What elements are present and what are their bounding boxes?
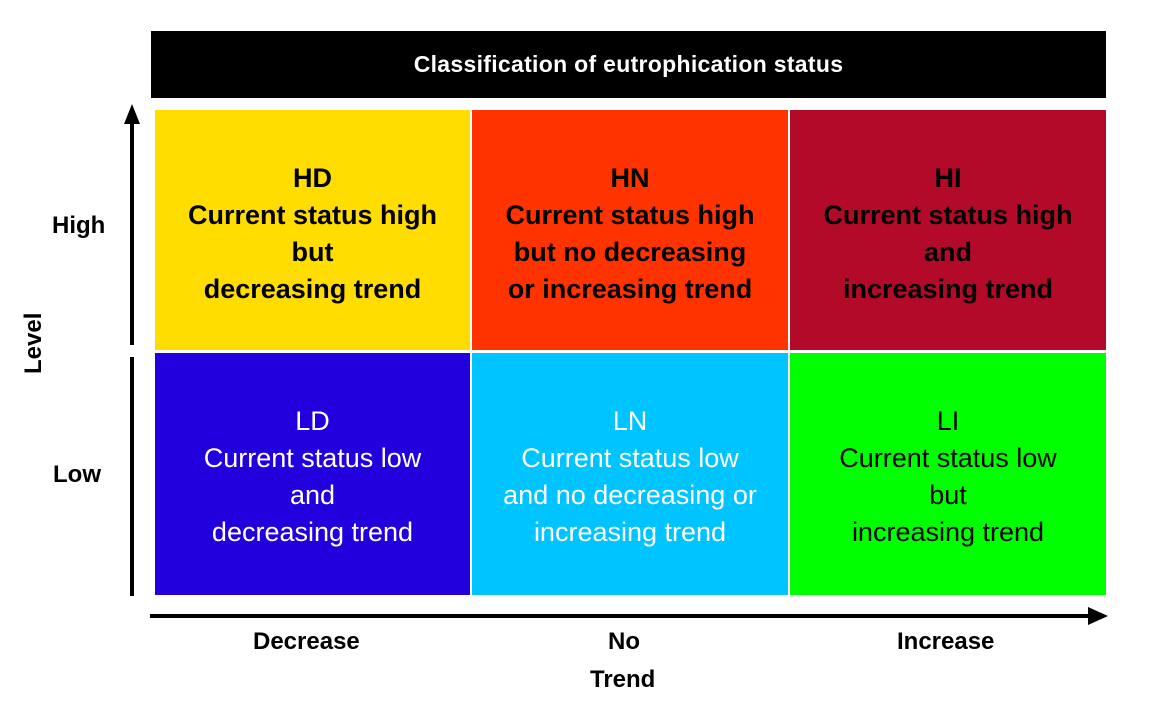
cell-ld-text: Current status low and decreasing trend [203,443,422,547]
col-label-increase: Increase [897,628,995,655]
cell-ln-code: LN [612,406,648,436]
cell-hd-text: Current status high but decreasing trend [187,200,437,304]
x-axis-arrowhead [1088,607,1108,625]
cell-li-text: Current status low but increasing trend [839,443,1057,547]
y-axis-arrowhead [124,104,140,124]
cell-hd: HD Current status high but decreasing tr… [155,110,470,350]
cell-li: LI Current status low but increasing tre… [790,353,1106,595]
cell-hi-text: Current status high and increasing trend [823,200,1073,304]
cell-ln-text: Current status low and no decreasing or … [503,443,757,547]
col-label-decrease: Decrease [253,628,360,655]
cell-hd-code: HD [293,163,332,193]
cell-hi: HI Current status high and increasing tr… [790,110,1106,350]
cell-hn: HN Current status high but no decreasing… [472,110,788,350]
cell-hn-text: Current status high but no decreasing or… [505,200,755,304]
cell-hi-code: HI [934,163,962,193]
cell-ld-code: LD [295,406,330,436]
cell-ln: LN Current status low and no decreasing … [472,353,788,595]
x-axis-title: Trend [590,666,656,693]
y-axis-title: Level [20,312,47,374]
cell-li-code: LI [936,406,960,436]
cell-hn-code: HN [610,163,650,193]
row-label-low: Low [53,461,101,488]
cell-ld: LD Current status low and decreasing tre… [155,353,470,595]
col-label-no: No [608,628,640,655]
diagram-title: Classification of eutrophication status [151,31,1106,98]
row-label-high: High [52,212,106,239]
